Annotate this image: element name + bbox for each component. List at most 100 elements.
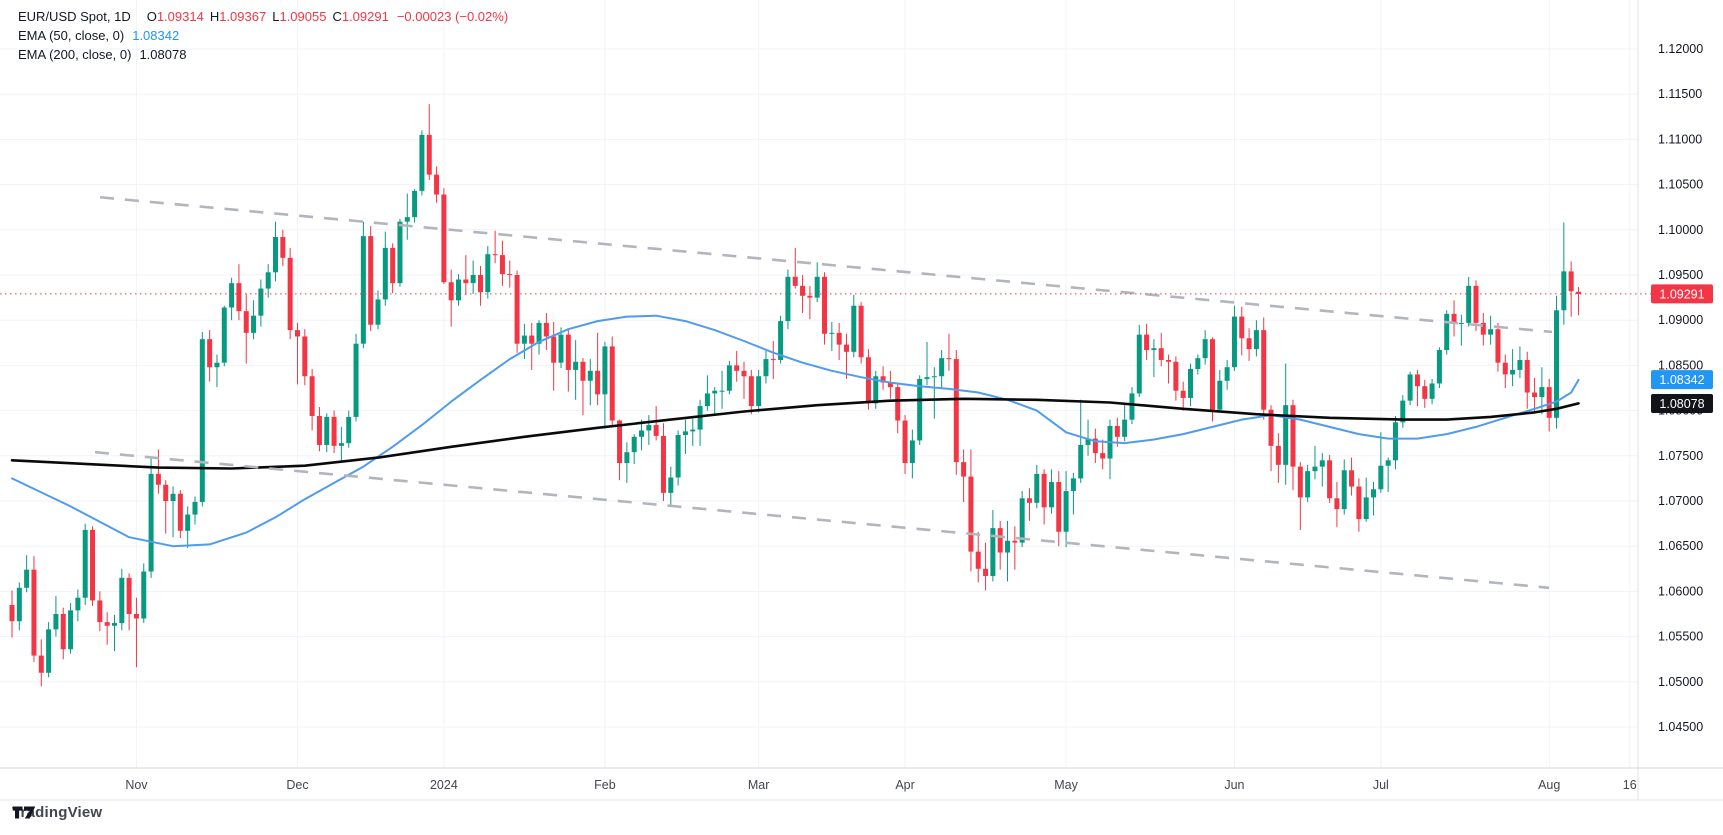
symbol-title[interactable]: EUR/USD Spot, 1D [18, 9, 131, 24]
legend-ema50-row[interactable]: EMA (50, close, 0) 1.08342 [18, 27, 508, 45]
candlestick-series [9, 104, 1581, 687]
price-badge-bg [1651, 370, 1713, 390]
price-badge-value: 1.09291 [1659, 287, 1704, 301]
candle-body [580, 361, 586, 381]
candle [558, 327, 564, 369]
time-scale[interactable]: Nov Dec 2024 Feb Mar Apr May Jun Jul Aug 16 [125, 778, 1636, 792]
candle [382, 231, 388, 306]
candle [229, 277, 235, 321]
candle-body [880, 376, 886, 383]
candle-body [1422, 386, 1428, 399]
legend: EUR/USD Spot, 1D O1.09314 H1.09367 L1.09055… [18, 8, 508, 65]
candle [316, 406, 322, 452]
candle [1554, 295, 1560, 429]
candle [1356, 478, 1362, 532]
candle [456, 274, 462, 306]
candle [887, 370, 893, 399]
candle [419, 130, 425, 196]
candle [477, 265, 483, 306]
candle [1034, 464, 1040, 509]
candle [1246, 328, 1252, 361]
candle [368, 226, 374, 332]
candle [573, 340, 579, 400]
candle-body [675, 435, 681, 478]
candle-body [902, 420, 908, 464]
candle-body [909, 440, 915, 464]
candle [851, 294, 857, 358]
candle [1041, 469, 1047, 525]
candle [265, 264, 271, 298]
candle-body [53, 614, 59, 630]
candle-body [1312, 466, 1318, 472]
candle [682, 419, 688, 454]
tradingview-logo[interactable]: TradingView [12, 804, 102, 821]
legend-ema200-row[interactable]: EMA (200, close, 0) 1.08078 [18, 46, 508, 64]
trendline-upper-channel[interactable] [99, 195, 1553, 334]
candle-body [565, 334, 571, 370]
open-value: 1.09314 [156, 9, 204, 24]
candle [185, 506, 191, 549]
candle-body [1444, 313, 1450, 351]
candle-body [814, 276, 820, 298]
candle [1078, 399, 1084, 483]
candle [1144, 323, 1150, 360]
candle-body [477, 275, 483, 293]
low-value: 1.09055 [279, 9, 327, 24]
candle-body [873, 376, 879, 404]
time-tick-label: Apr [895, 778, 914, 792]
candle-body [1151, 348, 1157, 351]
candle [90, 526, 96, 606]
candle-body [382, 247, 388, 300]
candle-body [46, 629, 52, 673]
candle [1070, 472, 1076, 515]
candle [309, 369, 315, 431]
candle-body [1532, 392, 1538, 398]
candle-body [1392, 422, 1398, 461]
candle-body [1334, 498, 1340, 510]
candle-body [251, 315, 257, 333]
candle-body [353, 343, 359, 417]
time-tick-label: Jun [1224, 778, 1244, 792]
candle-body [1012, 540, 1018, 543]
candle-body [1092, 438, 1098, 454]
candle [624, 442, 630, 483]
candle [631, 434, 637, 464]
candle-body [646, 425, 652, 431]
candle-body [258, 288, 264, 316]
candle [338, 426, 344, 464]
candle [170, 486, 176, 538]
ema200-line[interactable] [10, 397, 1580, 470]
candle [785, 269, 791, 330]
candle-body [712, 390, 718, 394]
time-tick-label: Nov [125, 778, 148, 792]
candle [1546, 378, 1552, 432]
candle-body [1231, 316, 1237, 368]
price-scale[interactable]: 1.12000 1.11500 1.11000 1.10500 1.10000 1.095… [1651, 42, 1713, 734]
candle [360, 221, 366, 349]
candle-body [1144, 334, 1150, 351]
candle [1297, 462, 1303, 530]
legend-symbol-row[interactable]: EUR/USD Spot, 1D O1.09314 H1.09367 L1.09055… [18, 8, 508, 26]
candle-body [668, 477, 674, 493]
candle-body [609, 346, 615, 421]
candle [1422, 379, 1428, 408]
candle [660, 423, 666, 501]
candle [690, 418, 696, 446]
candle-body [639, 430, 645, 437]
candle [1312, 445, 1318, 480]
candle-body [60, 614, 66, 650]
candle-body [660, 435, 666, 493]
candle [1341, 459, 1347, 515]
candle-body [1290, 405, 1296, 467]
candle-body [1239, 316, 1245, 339]
candle-body [214, 362, 220, 368]
candle [1429, 378, 1435, 405]
candle-body [207, 339, 213, 368]
trendline-lower-channel[interactable] [94, 450, 1550, 590]
candle-body [236, 283, 242, 312]
price-tick-label: 1.10000 [1658, 223, 1703, 237]
candle [1334, 482, 1340, 528]
ema50-line[interactable] [11, 314, 1580, 548]
candle [697, 399, 703, 446]
